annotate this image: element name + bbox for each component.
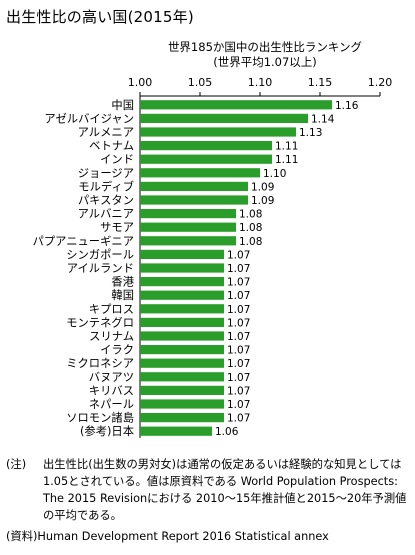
value-label: 1.13 [299,127,322,139]
bar [140,331,224,341]
bar [140,100,332,110]
bar [140,263,224,273]
value-label: 1.07 [227,249,250,261]
bar-chart: 1.00 1.05 1.10 1.15 1.20 中国 1.16 アゼルバイジャン 1.14 アル… [33,76,393,438]
bar [140,385,224,395]
category-label: ソロモン諸島 [66,411,134,425]
x-tick-label: 1.20 [368,76,393,89]
bar [140,413,224,423]
value-label: 1.07 [227,413,250,425]
bar [140,236,236,246]
category-label: シンガポール [66,248,134,261]
category-label: バヌアツ [89,371,134,384]
value-label: 1.08 [239,222,262,234]
bar [140,317,224,327]
value-label: 1.07 [227,331,250,343]
category-label: ベトナム [89,140,134,153]
category-label: アルメニア [78,126,134,139]
category-label: キリバス [89,384,134,397]
x-tick-label: 1.00 [128,76,153,89]
category-label: 香港 [111,276,134,289]
source: (資料)Human Development Report 2016 Statis… [6,530,329,543]
bar [140,168,260,178]
value-label: 1.07 [227,345,250,357]
category-label: アゼルバイジャン [44,112,134,125]
value-label: 1.07 [227,385,250,397]
category-label: パキスタン [78,194,134,207]
category-label: パプアニューギニア [33,235,134,248]
bar [140,399,224,409]
bar [140,304,224,314]
value-label: 1.16 [335,100,359,112]
bar [140,277,224,287]
value-label: 1.09 [251,181,274,193]
value-label: 1.07 [227,290,250,302]
value-label: 1.10 [263,168,286,180]
chart-title: 出生性比の高い国(2015年) [6,8,194,26]
x-tick-label: 1.15 [308,76,333,89]
bar [140,113,308,123]
category-label: ジョージア [78,167,134,180]
category-label: ネパール [89,398,134,411]
category-label: スリナム [89,330,134,343]
subtitle-line-2: (世界平均1.07以上) [213,55,317,69]
category-label: モルディブ [78,179,134,193]
value-label: 1.07 [227,358,250,370]
category-label: 韓国 [111,289,134,302]
category-label: モンテネグロ [66,315,134,329]
bar [140,345,224,355]
category-label: ミクロネシア [66,357,134,370]
bar [140,181,248,191]
bar [140,195,248,205]
value-label: 1.07 [227,399,250,411]
bar [140,127,296,137]
value-label: 1.07 [227,263,250,275]
subtitle-line-1: 世界185か国中の出生性比ランキング [167,40,363,54]
value-label: 1.08 [239,236,262,248]
value-label: 1.09 [251,195,274,207]
category-label: アルバニア [78,208,134,221]
x-tick-label: 1.05 [188,76,213,89]
note-lead: (注) [6,458,27,471]
category-label: 中国 [111,99,134,112]
bar [140,249,224,259]
bar [140,358,224,368]
bar [140,154,272,164]
category-label: サモア [100,221,134,234]
value-label: 1.11 [275,154,298,166]
bar [140,141,272,151]
value-label: 1.08 [239,209,262,221]
value-label: 1.06 [215,426,239,438]
value-label: 1.07 [227,372,250,384]
value-label: 1.07 [227,317,250,329]
value-label: 1.07 [227,277,250,289]
category-label: インド [100,153,134,166]
category-label: キプロス [89,303,134,316]
value-label: 1.07 [227,304,250,316]
category-label: イラク [100,344,134,357]
bar [140,372,224,382]
note-body: 出生性比(出生数の男対女)は通常の仮定あるいは経験的な知見としては1.05とされ… [43,458,407,522]
chart-subtitle: 世界185か国中の出生性比ランキング (世界平均1.07以上) [150,40,380,70]
x-tick-label: 1.10 [248,76,273,89]
bar [140,222,236,232]
bar [140,426,212,436]
bar [140,290,224,300]
value-label: 1.14 [311,113,335,125]
category-label: アイルランド [67,262,134,275]
bar [140,209,236,219]
category-label: (参考)日本 [80,424,134,438]
value-label: 1.11 [275,141,298,153]
